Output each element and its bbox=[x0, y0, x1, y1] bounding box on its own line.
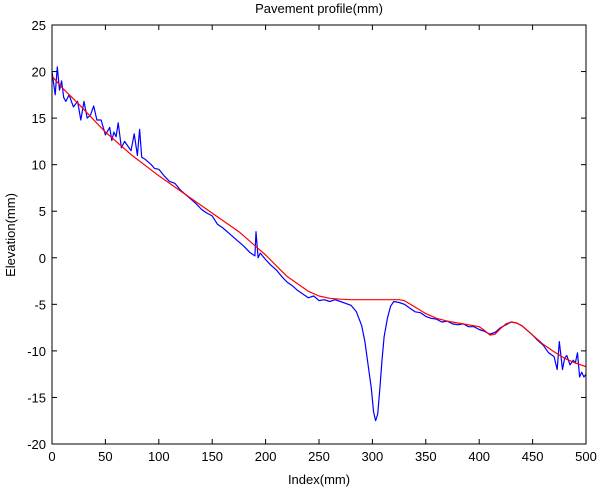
series-line-fitted bbox=[51, 75, 587, 368]
x-tick-label: 400 bbox=[468, 449, 490, 464]
y-tick-label: -20 bbox=[27, 437, 46, 452]
x-tick-label: 250 bbox=[308, 449, 330, 464]
x-tick-label: 200 bbox=[255, 449, 277, 464]
y-tick-label: 10 bbox=[32, 158, 46, 173]
tick-layer: 0 50 100 150 200 250 300 350 400 450 500-20-15-10-… bbox=[27, 18, 597, 464]
x-tick-label: 100 bbox=[148, 449, 170, 464]
y-tick-label: -10 bbox=[27, 344, 46, 359]
x-tick-label: 50 bbox=[98, 449, 112, 464]
y-tick-label: 25 bbox=[32, 18, 46, 33]
series-layer bbox=[51, 66, 587, 422]
x-tick-label: 350 bbox=[415, 449, 437, 464]
y-tick-label: 20 bbox=[32, 65, 46, 80]
x-tick-label: 300 bbox=[362, 449, 384, 464]
y-tick-label: -5 bbox=[34, 297, 46, 312]
y-tick-label: 15 bbox=[32, 111, 46, 126]
chart-title: Pavement profile(mm) bbox=[255, 1, 383, 16]
x-axis-label: Index(mm) bbox=[288, 472, 350, 487]
y-tick-label: -15 bbox=[27, 390, 46, 405]
x-tick-label: 150 bbox=[201, 449, 223, 464]
x-tick-label: 0 bbox=[48, 449, 55, 464]
x-tick-label: 500 bbox=[575, 449, 597, 464]
y-tick-label: 0 bbox=[39, 251, 46, 266]
y-tick-label: 5 bbox=[39, 204, 46, 219]
y-axis-label: Elevation(mm) bbox=[3, 193, 18, 277]
x-tick-label: 450 bbox=[522, 449, 544, 464]
